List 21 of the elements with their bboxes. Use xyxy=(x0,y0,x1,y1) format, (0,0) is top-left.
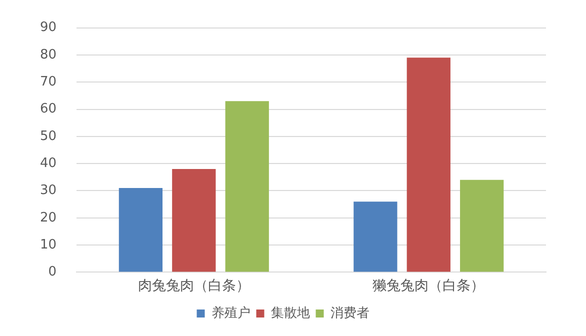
bar xyxy=(172,169,216,272)
y-tick-label: 10 xyxy=(40,237,57,252)
y-tick-label: 40 xyxy=(40,156,57,171)
y-tick-label: 20 xyxy=(40,210,57,226)
legend-label: 养殖户 xyxy=(211,304,250,321)
bar xyxy=(406,58,450,272)
bar xyxy=(225,101,269,272)
y-tick-label: 0 xyxy=(48,264,57,280)
y-tick-label: 60 xyxy=(40,102,57,117)
bar xyxy=(354,202,398,272)
y-tick-label: 70 xyxy=(40,74,57,90)
x-tick-label: 獭兔兔肉（白条） xyxy=(372,278,485,294)
y-tick-label: 30 xyxy=(40,183,57,198)
legend-label: 集散地 xyxy=(270,306,310,321)
legend-label: 消费者 xyxy=(330,306,370,321)
y-tick-label: 90 xyxy=(40,20,57,36)
bar xyxy=(460,180,504,272)
bar xyxy=(118,188,163,272)
y-tick-label: 80 xyxy=(40,47,57,62)
y-tick-label: 50 xyxy=(40,128,57,144)
x-tick-label: 肉兔兔肉（白条） xyxy=(138,278,250,294)
